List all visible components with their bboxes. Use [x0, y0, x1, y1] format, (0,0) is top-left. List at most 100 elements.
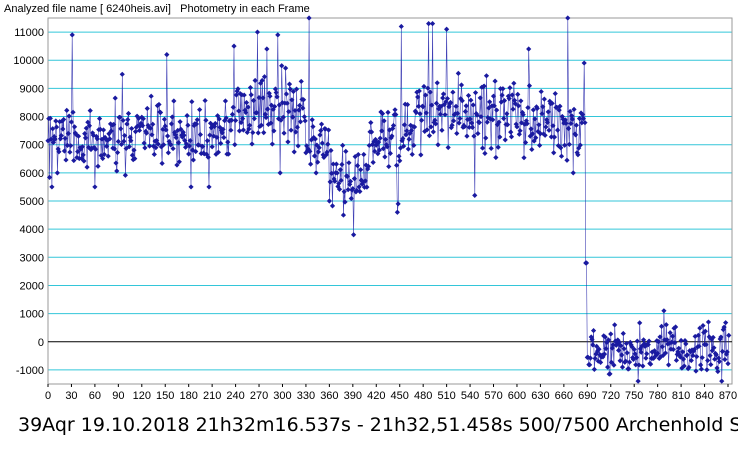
- data-point: [279, 100, 286, 106]
- data-point: [724, 349, 730, 355]
- data-point: [57, 119, 63, 125]
- data-point: [129, 125, 135, 132]
- data-point: [100, 127, 107, 133]
- data-point: [668, 346, 674, 352]
- data-point: [203, 117, 209, 123]
- data-point: [472, 90, 479, 96]
- data-point: [403, 132, 409, 138]
- data-point: [243, 109, 249, 116]
- data-point: [455, 70, 461, 76]
- data-point: [544, 119, 551, 126]
- data-point: [275, 32, 281, 38]
- data-point: [575, 152, 581, 158]
- x-tick-label: 210: [203, 390, 221, 402]
- data-point: [518, 98, 524, 104]
- data-point: [514, 124, 520, 130]
- data-point: [271, 128, 277, 134]
- data-point: [113, 160, 119, 166]
- data-point: [420, 104, 426, 110]
- data-point: [707, 352, 713, 359]
- data-point: [510, 106, 516, 112]
- data-point: [508, 134, 515, 140]
- data-point: [83, 125, 89, 131]
- data-point: [358, 167, 364, 173]
- data-point: [381, 118, 387, 124]
- y-tick-label: 6000: [20, 168, 44, 180]
- data-point: [616, 339, 622, 345]
- data-point: [569, 116, 576, 122]
- data-point: [197, 107, 203, 113]
- data-point: [498, 99, 504, 105]
- data-point: [377, 135, 383, 141]
- data-point: [601, 333, 607, 339]
- x-tick-label: 870: [719, 390, 737, 402]
- data-point: [334, 170, 340, 176]
- data-point: [263, 114, 269, 121]
- data-point: [339, 161, 345, 168]
- data-point: [602, 334, 608, 340]
- data-point: [633, 362, 639, 368]
- data-point: [111, 121, 117, 128]
- data-point: [193, 121, 200, 127]
- data-point: [326, 198, 332, 204]
- data-point: [157, 109, 164, 116]
- data-point: [469, 124, 476, 130]
- data-point: [690, 352, 696, 359]
- data-point: [440, 91, 447, 97]
- x-tick-label: 840: [695, 390, 713, 402]
- data-point: [610, 342, 616, 348]
- data-point: [423, 110, 429, 116]
- data-point: [297, 119, 304, 125]
- data-point: [188, 184, 194, 190]
- data-point: [493, 154, 499, 161]
- data-point: [596, 346, 602, 352]
- data-point: [82, 135, 89, 141]
- data-point: [379, 111, 386, 117]
- y-tick-label: 3000: [20, 252, 44, 264]
- data-point: [664, 337, 670, 343]
- x-tick-label: 150: [156, 390, 174, 402]
- x-tick-label: 0: [45, 390, 51, 402]
- data-point: [285, 139, 291, 145]
- data-point: [254, 110, 260, 116]
- data-point: [336, 186, 343, 192]
- data-point: [714, 365, 720, 371]
- data-point: [207, 120, 214, 126]
- data-point: [552, 90, 558, 97]
- data-point: [330, 161, 336, 167]
- data-point: [320, 152, 326, 158]
- data-point: [68, 119, 75, 125]
- data-point: [696, 343, 702, 349]
- data-point: [605, 337, 612, 343]
- data-point: [513, 121, 519, 127]
- data-point: [701, 329, 707, 336]
- data-point: [232, 117, 239, 124]
- y-tick-label: 11000: [14, 27, 44, 39]
- data-point: [608, 359, 615, 365]
- data-point: [704, 367, 710, 373]
- data-point: [269, 141, 275, 147]
- data-point: [522, 139, 529, 146]
- data-point: [92, 184, 98, 190]
- data-point: [612, 322, 618, 328]
- data-point: [421, 83, 427, 90]
- data-point: [322, 126, 329, 132]
- data-point: [393, 112, 399, 118]
- data-point: [122, 172, 128, 178]
- data-point: [643, 355, 649, 361]
- data-point: [236, 128, 243, 134]
- data-point: [637, 346, 644, 352]
- y-tick-label: -1000: [16, 365, 44, 377]
- data-point: [190, 157, 196, 163]
- data-point: [573, 122, 579, 128]
- data-point: [568, 120, 574, 127]
- data-point: [511, 80, 517, 86]
- data-point: [64, 107, 70, 113]
- data-point: [709, 347, 715, 354]
- data-point: [398, 23, 404, 30]
- data-point: [717, 336, 723, 342]
- data-point: [725, 361, 731, 367]
- data-point: [539, 111, 545, 117]
- data-point: [634, 338, 640, 344]
- data-point: [426, 133, 433, 139]
